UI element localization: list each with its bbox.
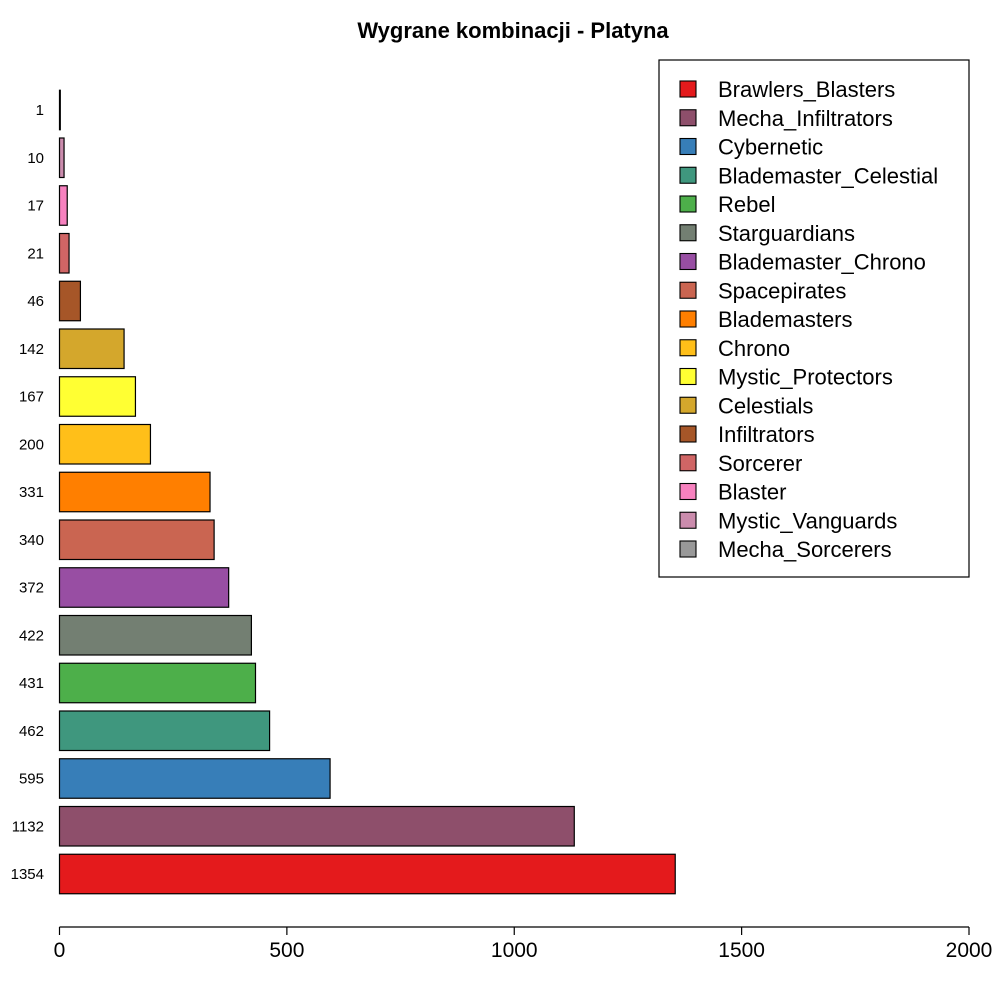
legend-swatch [679,540,697,558]
legend-label: Mecha_Sorcerers [718,537,892,562]
y-tick-label: 462 [19,723,44,740]
x-tick-label: 500 [269,939,304,962]
legend-label: Blademaster_Chrono [718,250,926,275]
legend-label: Brawlers_Blasters [718,77,895,102]
y-tick-label: 431 [19,675,44,692]
legend-swatch [679,137,697,156]
x-tick-label: 0 [54,939,66,962]
y-tick-label: 331 [19,484,44,501]
legend-label: Blaster [718,480,786,505]
legend-label: Mystic_Vanguards [718,508,897,533]
bar-sorcerer [58,232,70,274]
y-tick-label: 1132 [12,818,44,835]
x-tick-label: 2000 [946,939,993,962]
bar-blademasters [58,471,211,513]
x-tick-label: 1500 [718,939,765,962]
legend-label: Sorcerer [718,451,802,476]
y-tick-label: 595 [19,771,44,788]
bar-blademaster-celestial [58,710,271,752]
y-tick-label: 46 [27,293,44,310]
legend-label: Infiltrators [718,422,815,447]
legend-label: Blademasters [718,307,853,332]
legend-swatch [679,454,697,472]
y-tick-label: 1 [36,102,44,119]
x-axis: 0 500 1000 1500 2000 [54,926,993,962]
y-tick-label: 142 [19,341,44,358]
legend-label: Chrono [718,336,790,361]
bar-starguardians [58,614,253,656]
legend-label: Mystic_Protectors [718,365,893,390]
bar-mecha-sorcerers [58,89,61,131]
y-tick-label: 21 [27,245,44,262]
y-tick-label: 372 [19,580,44,597]
y-tick-label: 1354 [11,866,44,883]
legend-label: Rebel [718,192,775,217]
bar-mystic-vanguards [58,137,65,179]
y-tick-labels: 1354 1132 595 462 431 422 372 340 331 200 167 142 46… [11,102,44,883]
legend-swatch [679,367,697,386]
legend-swatch [679,166,697,184]
legend-swatch [679,281,697,299]
legend-swatch [679,339,697,357]
legend-swatch [679,396,697,414]
bar-chrono [58,423,152,465]
chart-title: Wygrane kombinacji - Platyna [357,18,669,43]
legend-swatch [679,482,697,501]
bar-blademaster-chrono [58,567,230,608]
bar-mecha-infiltrators [58,805,575,847]
legend-swatch [679,224,697,242]
legend-label: Starguardians [718,221,855,246]
legend-swatch [679,511,697,529]
bar-celestials [58,328,125,370]
legend-swatch [679,252,697,271]
legend-swatch [679,425,697,443]
y-tick-label: 422 [19,627,44,644]
x-tick-label: 1000 [491,939,538,962]
legend-label: Mecha_Infiltrators [718,106,893,131]
legend-label: Cybernetic [718,135,823,160]
legend-swatch [679,310,697,328]
legend-swatch [679,195,697,213]
y-tick-label: 10 [27,150,44,167]
bar-spacepirates [58,519,215,561]
bar-rebel [58,662,257,704]
legend-swatch [679,80,697,98]
bar-blaster [58,185,68,226]
legend-swatch [679,109,697,127]
y-tick-label: 17 [27,198,44,215]
legend-label: Spacepirates [718,278,846,303]
legend-label: Celestials [718,393,813,418]
legend-label: Blademaster_Celestial [718,163,938,188]
y-tick-label: 200 [19,436,44,453]
y-tick-label: 340 [19,532,44,549]
bar-infiltrators [58,280,82,322]
bar-brawlers-blasters [58,853,676,895]
y-tick-label: 167 [19,389,44,406]
bars-layer [58,89,676,895]
bar-cybernetic [58,758,331,799]
legend-box [658,59,970,578]
legend: Brawlers_Blasters Mecha_Infiltrators Cyber… [658,59,970,578]
bar-mystic-protectors [58,376,137,417]
